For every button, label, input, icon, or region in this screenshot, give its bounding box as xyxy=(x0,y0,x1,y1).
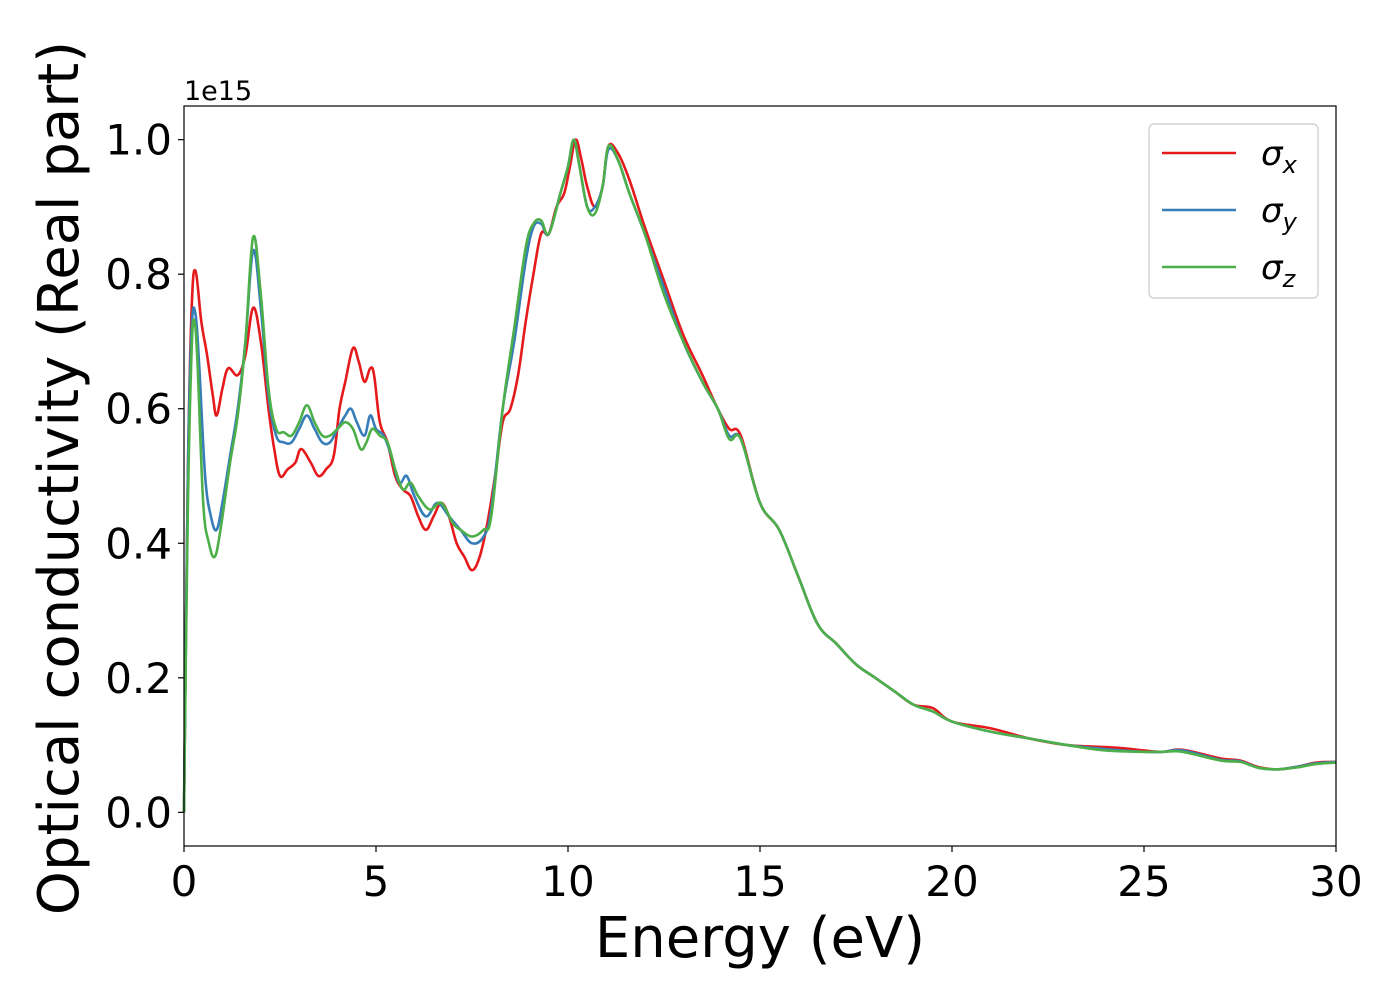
x-tick-label: 15 xyxy=(733,857,786,906)
x-tick-label: 10 xyxy=(541,857,594,906)
y-axis-label: Optical conductivity (Real part) xyxy=(27,41,92,915)
y-tick-label: 0.6 xyxy=(105,385,172,434)
y-axis-offset-text: 1e15 xyxy=(184,76,252,107)
y-tick-label: 0.8 xyxy=(105,250,172,299)
series-line-z xyxy=(182,138,1337,813)
legend-label-y: σy xyxy=(1261,191,1298,236)
y-tick-label: 0.2 xyxy=(105,654,172,703)
x-axis-label: Energy (eV) xyxy=(595,906,925,971)
series-lines xyxy=(182,138,1337,813)
y-tick-label: 1.0 xyxy=(105,116,172,165)
y-tick-label: 0.4 xyxy=(105,519,172,568)
x-tick-label: 30 xyxy=(1309,857,1362,906)
x-axis-ticks: 0 5 10 15 20 25 30 xyxy=(171,846,1363,906)
y-axis-ticks: 0.0 0.2 0.4 0.6 0.8 1.0 xyxy=(105,116,184,837)
x-tick-label: 0 xyxy=(171,857,198,906)
series-line-x xyxy=(182,138,1337,813)
legend-label-z: σz xyxy=(1261,248,1297,293)
x-tick-label: 25 xyxy=(1117,857,1170,906)
x-tick-label: 20 xyxy=(925,857,978,906)
x-tick-label: 5 xyxy=(363,857,390,906)
y-tick-label: 0.0 xyxy=(105,788,172,837)
legend-label-x: σx xyxy=(1261,134,1298,179)
legend: σx σy σz xyxy=(1148,123,1319,299)
